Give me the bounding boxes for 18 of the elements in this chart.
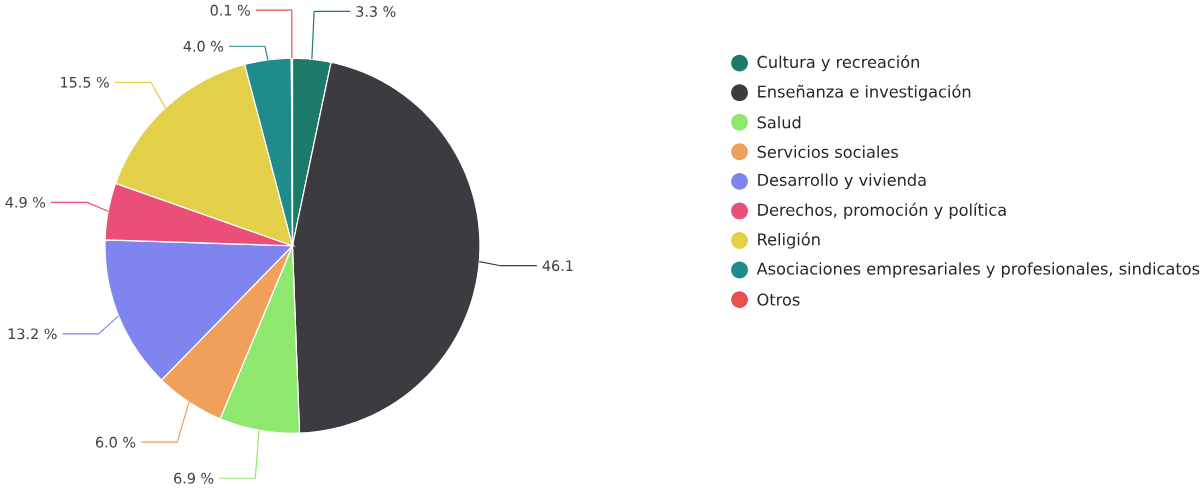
legend-label: Servicios sociales [757, 145, 898, 159]
data-label: 13.2 % [8, 328, 57, 340]
data-label: 4.0 % [183, 41, 224, 52]
data-label: 6.9 % [174, 473, 214, 484]
data-label: 15.5 % [61, 77, 109, 88]
legend-label: Enseñanza e investigación [758, 84, 971, 102]
legend-label: Salud [757, 116, 801, 129]
legend-label: Desarrollo y vivienda [758, 173, 926, 190]
legend-label: Derechos, promoción y política [758, 203, 1006, 220]
legend-label: Cultura y recreación [757, 55, 920, 72]
data-label: 6.0 % [95, 437, 136, 448]
data-label: 3.3 % [356, 6, 396, 18]
legend-label: Asociaciones empresariales y profesionales, sindicatos [756, 262, 1200, 279]
legend-label: Religión [758, 232, 820, 249]
data-label: 0.1 % [210, 5, 250, 16]
data-label: 4.9 % [5, 197, 46, 209]
data-label: 46.1 [542, 260, 573, 272]
legend-label: Otros [757, 293, 800, 306]
